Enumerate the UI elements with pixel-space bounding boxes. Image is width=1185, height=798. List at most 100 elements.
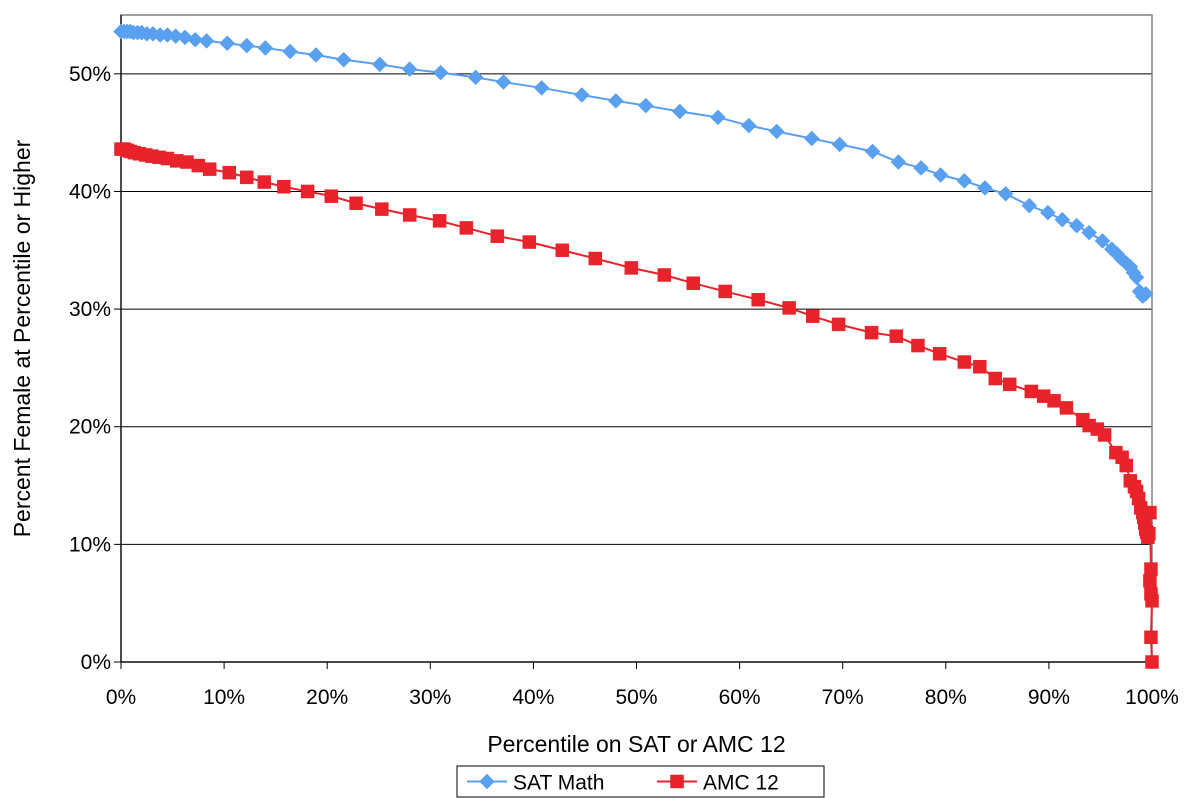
sat-math-point (831, 136, 848, 153)
amc-12-point (459, 221, 474, 235)
x-tick-label: 80% (925, 686, 967, 709)
x-tick-label: 40% (512, 686, 554, 709)
amc-12-point (555, 243, 570, 258)
sat-math-point (864, 143, 881, 160)
amc-12-point (1097, 428, 1112, 442)
amc-12-point (1142, 527, 1156, 541)
sat-math-point (167, 28, 184, 45)
amc-12-point (432, 214, 447, 228)
x-axis-title: Percentile on SAT or AMC 12 (487, 731, 785, 757)
sat-math-point (1128, 269, 1145, 286)
legend-marker (479, 773, 495, 790)
sat-math-point (710, 109, 726, 126)
y-tick-label: 10% (69, 533, 111, 556)
amc-12-point (624, 261, 639, 275)
amc-12-point (751, 292, 765, 307)
sat-math-point (803, 130, 820, 147)
amc-12-point (1059, 401, 1074, 415)
legend-box (456, 765, 825, 798)
amc-12-point (1145, 655, 1159, 669)
amc-12-point (324, 189, 339, 203)
sat-math-point (533, 80, 550, 96)
amc-12-point (490, 229, 505, 243)
sat-math-point (335, 51, 352, 68)
sat-math-point (1021, 197, 1038, 214)
y-axis-title: Percent Female at Percentile or Higher (9, 139, 35, 537)
amc-12-point (1145, 594, 1159, 608)
plot-area-frame (120, 14, 1153, 663)
sat-math-point (608, 93, 624, 109)
gridlines (121, 73, 1152, 545)
sat-math-point (1081, 224, 1097, 241)
sat-math-point (238, 37, 255, 54)
legend-items: SAT Math AMC 12 (467, 772, 779, 795)
amc-12-point (806, 309, 820, 323)
amc-12-point (973, 359, 987, 374)
x-tick-label: 10% (203, 686, 245, 709)
sat-math-point (956, 173, 973, 189)
legend-entry-amc-12: AMC 12 (657, 772, 779, 795)
y-tick-label: 20% (69, 416, 111, 439)
sat-math-point (1040, 204, 1056, 221)
sat-math-point (997, 185, 1014, 202)
sat-math-point (1054, 211, 1071, 228)
legend-label: SAT Math (513, 772, 604, 795)
legend-label: AMC 12 (703, 772, 779, 795)
sat-math-point (401, 61, 418, 77)
amc-12-point (222, 165, 237, 180)
amc-12-point (180, 155, 194, 169)
x-tick-label: 70% (822, 686, 864, 709)
sat-math-point (741, 117, 757, 134)
sat-math-point (219, 35, 236, 52)
x-tick-label: 20% (306, 686, 348, 709)
amc-12-point (1024, 384, 1039, 399)
sat-math-point (932, 167, 949, 183)
series-amc-12 (114, 142, 1159, 669)
amc-12-point (202, 162, 217, 176)
sat-math-point (187, 31, 204, 48)
amc-12-point (1144, 562, 1158, 576)
y-tick-label: 40% (69, 180, 111, 203)
amc-12-point (1047, 394, 1061, 408)
sat-math-point (495, 74, 512, 90)
amc-12-point (349, 196, 363, 210)
amc-12-point (831, 317, 846, 332)
legend-entry-sat-math: SAT Math (467, 772, 604, 795)
sat-math-point (913, 160, 929, 176)
x-tick-label: 30% (409, 686, 451, 709)
legend-marker (670, 774, 684, 789)
amc-12-point (277, 179, 291, 194)
x-tick-label: 90% (1028, 686, 1070, 709)
legend: SAT Math AMC 12 (456, 765, 825, 798)
amc-12-point (889, 329, 904, 343)
amc-12-point (1119, 458, 1133, 473)
amc-12-point (957, 355, 972, 369)
amc-12-point (988, 371, 1003, 386)
sat-math-point (1068, 217, 1085, 234)
amc-12-point (300, 184, 315, 199)
amc-12-point (864, 325, 879, 340)
series-sat-math (113, 23, 1154, 305)
amc-12-point (240, 170, 254, 185)
sat-math-point (432, 64, 449, 81)
sat-math-point (282, 43, 298, 60)
amc-12-point (1144, 630, 1158, 645)
sat-math-point (198, 33, 215, 49)
amc-12-point (402, 208, 417, 222)
amc-12-point (1143, 505, 1157, 520)
amc-12-line (121, 148, 1154, 663)
sat-math-point (308, 47, 324, 63)
amc-12-point (588, 251, 603, 266)
sat-math-point (768, 123, 785, 140)
amc-12-point (657, 268, 672, 282)
series-layer (113, 23, 1159, 669)
y-tick-label: 0% (81, 651, 111, 674)
amc-12-point (911, 338, 925, 353)
amc-12-point (257, 175, 272, 189)
x-tick-label: 60% (719, 686, 761, 709)
sat-math-line (121, 30, 1147, 298)
amc-12-point (522, 235, 537, 249)
amc-12-point (718, 284, 732, 299)
sat-math-point (637, 97, 654, 114)
sat-math-point (257, 40, 274, 56)
